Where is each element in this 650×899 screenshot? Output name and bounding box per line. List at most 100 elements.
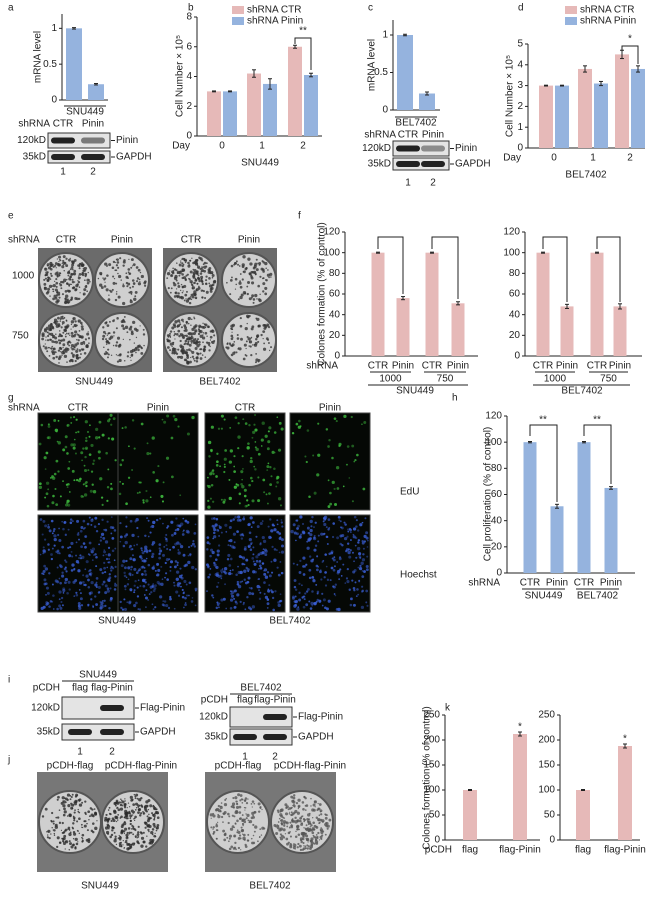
colony	[83, 343, 86, 345]
nucleus	[84, 535, 87, 538]
colony	[69, 275, 72, 279]
nucleus	[340, 575, 343, 577]
nucleus	[123, 584, 127, 588]
x-tick-label: CTR	[422, 361, 443, 372]
legend-swatch	[232, 17, 244, 25]
colony	[242, 823, 245, 826]
colony	[131, 285, 135, 288]
colony	[303, 845, 305, 847]
nucleus	[75, 554, 77, 557]
colony	[66, 278, 68, 281]
row-label: 750	[12, 331, 29, 342]
colony	[128, 258, 130, 261]
nucleus	[72, 580, 76, 584]
colony	[187, 341, 190, 344]
colony	[235, 351, 238, 354]
nucleus	[101, 604, 105, 608]
nucleus	[236, 593, 240, 597]
colony	[252, 816, 256, 819]
colony	[56, 275, 59, 277]
nucleus	[157, 465, 160, 468]
nucleus	[355, 556, 358, 559]
nucleus	[73, 479, 76, 482]
colony	[78, 264, 81, 267]
nucleus	[50, 519, 54, 523]
nucleus	[331, 456, 334, 460]
nucleus	[90, 580, 94, 585]
colony	[56, 258, 59, 260]
nucleus	[364, 517, 367, 520]
colony	[74, 348, 76, 351]
colony	[83, 824, 87, 828]
nucleus	[237, 570, 241, 575]
colony	[312, 821, 315, 825]
colony	[115, 264, 119, 267]
nucleus	[357, 593, 360, 596]
lane-number: 1	[77, 747, 83, 758]
colony	[178, 274, 181, 277]
nucleus	[305, 563, 308, 566]
colony	[211, 276, 214, 279]
well	[206, 790, 270, 854]
colony	[75, 354, 79, 358]
colony	[85, 284, 88, 287]
y-tick-label: 120	[323, 227, 340, 238]
colony	[232, 351, 236, 355]
colony	[307, 823, 310, 826]
nucleus	[236, 580, 240, 584]
colony	[180, 326, 183, 329]
nucleus	[251, 556, 255, 560]
nucleus	[361, 575, 365, 579]
nucleus	[363, 421, 367, 425]
colony	[313, 800, 317, 803]
colony	[242, 357, 246, 361]
nucleus	[97, 450, 101, 454]
nucleus	[101, 518, 104, 522]
colony	[72, 815, 75, 818]
bar	[247, 73, 261, 136]
colony	[78, 803, 83, 807]
nucleus	[258, 589, 260, 592]
colony	[186, 338, 189, 340]
colony	[285, 805, 289, 809]
colony	[246, 285, 249, 288]
colony	[127, 268, 131, 271]
colony	[316, 835, 319, 839]
colony	[116, 806, 119, 809]
colony	[263, 324, 267, 327]
colony	[235, 283, 238, 286]
colony	[119, 257, 122, 260]
colony	[193, 359, 196, 362]
colony	[127, 827, 131, 830]
colony	[122, 284, 125, 288]
colony	[238, 805, 242, 809]
marker-label: 120kD	[17, 135, 46, 146]
colony	[184, 342, 187, 345]
blot-membrane	[61, 696, 135, 720]
nucleus	[333, 585, 336, 589]
colony	[87, 838, 91, 842]
colony	[57, 349, 61, 352]
colony	[45, 336, 47, 338]
nucleus	[175, 570, 180, 574]
nucleus	[45, 594, 47, 596]
nucleus	[99, 606, 103, 610]
colony	[204, 356, 207, 358]
nucleus	[153, 587, 157, 590]
colony	[296, 828, 299, 831]
colony	[267, 325, 271, 329]
nucleus	[248, 591, 252, 596]
nucleus	[139, 555, 143, 559]
colony	[123, 315, 126, 318]
colony	[245, 813, 247, 815]
nucleus	[176, 561, 179, 564]
nucleus	[77, 604, 81, 608]
colony	[105, 350, 107, 353]
colony	[78, 832, 80, 835]
micrograph	[289, 412, 371, 511]
nucleus	[138, 481, 141, 484]
nucleus	[258, 564, 262, 568]
nucleus	[149, 496, 152, 499]
colony	[87, 337, 91, 340]
colony	[298, 844, 302, 848]
